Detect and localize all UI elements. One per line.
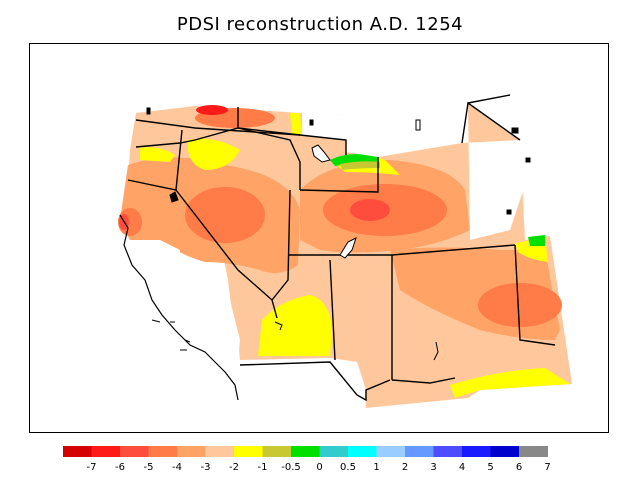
- lake-yellowstone: [311, 144, 331, 163]
- map-olive-patch-wyoming: [340, 161, 380, 170]
- baja-islands: [151, 319, 191, 351]
- lake-montana: [415, 119, 421, 131]
- colorbar-swatch: [405, 446, 434, 457]
- border-newmexico-texas: [391, 377, 456, 384]
- map-core-west: [185, 187, 265, 243]
- colorbar-swatch: [462, 446, 491, 457]
- border-idaho-montana: [237, 107, 301, 190]
- colorbar-swatch: [63, 446, 92, 457]
- colorbar-swatch: [148, 446, 178, 457]
- colorbar-swatch: [205, 446, 235, 457]
- colorbar-labels: -7 -6 -5 -4 -3 -2 -1 -0.5 0 0.5 1 2 3 4 5 6 7: [87, 462, 551, 473]
- map-yellow-region-nevada: [188, 138, 240, 170]
- colorbar-label: -7: [87, 462, 97, 473]
- colorbar-label: -1: [258, 462, 268, 473]
- colorbar-label: 4: [459, 462, 465, 473]
- map-mask-north-montana: [346, 80, 470, 157]
- great-salt-lake: [339, 237, 357, 259]
- border-canada: [135, 119, 347, 155]
- map-yellow-region-arizona: [258, 295, 332, 356]
- lake-ponds: [146, 107, 531, 215]
- border-arizona-newmexico: [329, 259, 336, 361]
- colorbar-label: -2: [229, 462, 239, 473]
- border-nevada-california: [175, 189, 278, 319]
- map-mask-north-dakota: [462, 103, 530, 240]
- map-green-patch-texas: [528, 235, 545, 246]
- border-mexico: [239, 361, 391, 402]
- map-core-southeast: [478, 283, 562, 327]
- colorbar-label: 2: [402, 462, 408, 473]
- colorbar-swatch: [376, 446, 406, 457]
- border-north-dakota-top: [467, 94, 511, 104]
- map-mask-mexico: [215, 358, 366, 408]
- border-utah-nevada: [271, 189, 291, 301]
- map-yellow-region-idaho: [290, 113, 302, 135]
- colorbar-label: 7: [544, 462, 550, 473]
- map-frame: [29, 43, 609, 433]
- colorbar-swatch: [262, 446, 292, 457]
- colorbar-label: -3: [201, 462, 211, 473]
- colorbar-swatch: [177, 446, 206, 457]
- colorbar-swatch: [433, 446, 463, 457]
- colorbar-swatch: [234, 446, 263, 457]
- border-wyoming-colorado: [299, 157, 379, 193]
- colorbar-swatch: [490, 446, 520, 457]
- colorbar-swatch: [120, 446, 149, 457]
- colorbar-label: 1: [373, 462, 379, 473]
- colorbar-label: 3: [430, 462, 436, 473]
- colorbar-label: -0.5: [281, 462, 301, 473]
- map-red-core-north: [196, 105, 228, 115]
- border-colorado-kansas: [391, 244, 516, 256]
- border-texas-panhandle: [514, 244, 556, 346]
- map-mask-california-coast: [125, 240, 240, 362]
- colorbar-label: 0.5: [340, 462, 356, 473]
- map-title: PDSI reconstruction A.D. 1254: [176, 14, 464, 35]
- colorbar-label: 0: [316, 462, 322, 473]
- colorbar-swatch: [91, 446, 121, 457]
- state-borders: [127, 94, 556, 402]
- map-red-core-east: [350, 199, 390, 221]
- colorbar-label: -5: [144, 462, 154, 473]
- colorbar-swatch: [291, 446, 320, 457]
- map-yellow-region-newmexico: [450, 368, 570, 398]
- map-yellow-region-washington: [140, 147, 175, 162]
- colorbar-label: 6: [516, 462, 522, 473]
- colorbar-swatch: [319, 446, 349, 457]
- colorbar-swatch: [519, 446, 548, 457]
- colorbar-label: 5: [487, 462, 493, 473]
- colorbar-swatch: [348, 446, 377, 457]
- colorbar-boxes: [63, 446, 548, 457]
- colorbar-label: -6: [115, 462, 125, 473]
- colorbar-label: -4: [172, 462, 182, 473]
- coastline: [119, 214, 239, 401]
- lake-south: [433, 341, 439, 361]
- border-washington-oregon: [135, 127, 301, 148]
- lake-arizona: [274, 321, 283, 331]
- lake-tahoe: [169, 191, 179, 203]
